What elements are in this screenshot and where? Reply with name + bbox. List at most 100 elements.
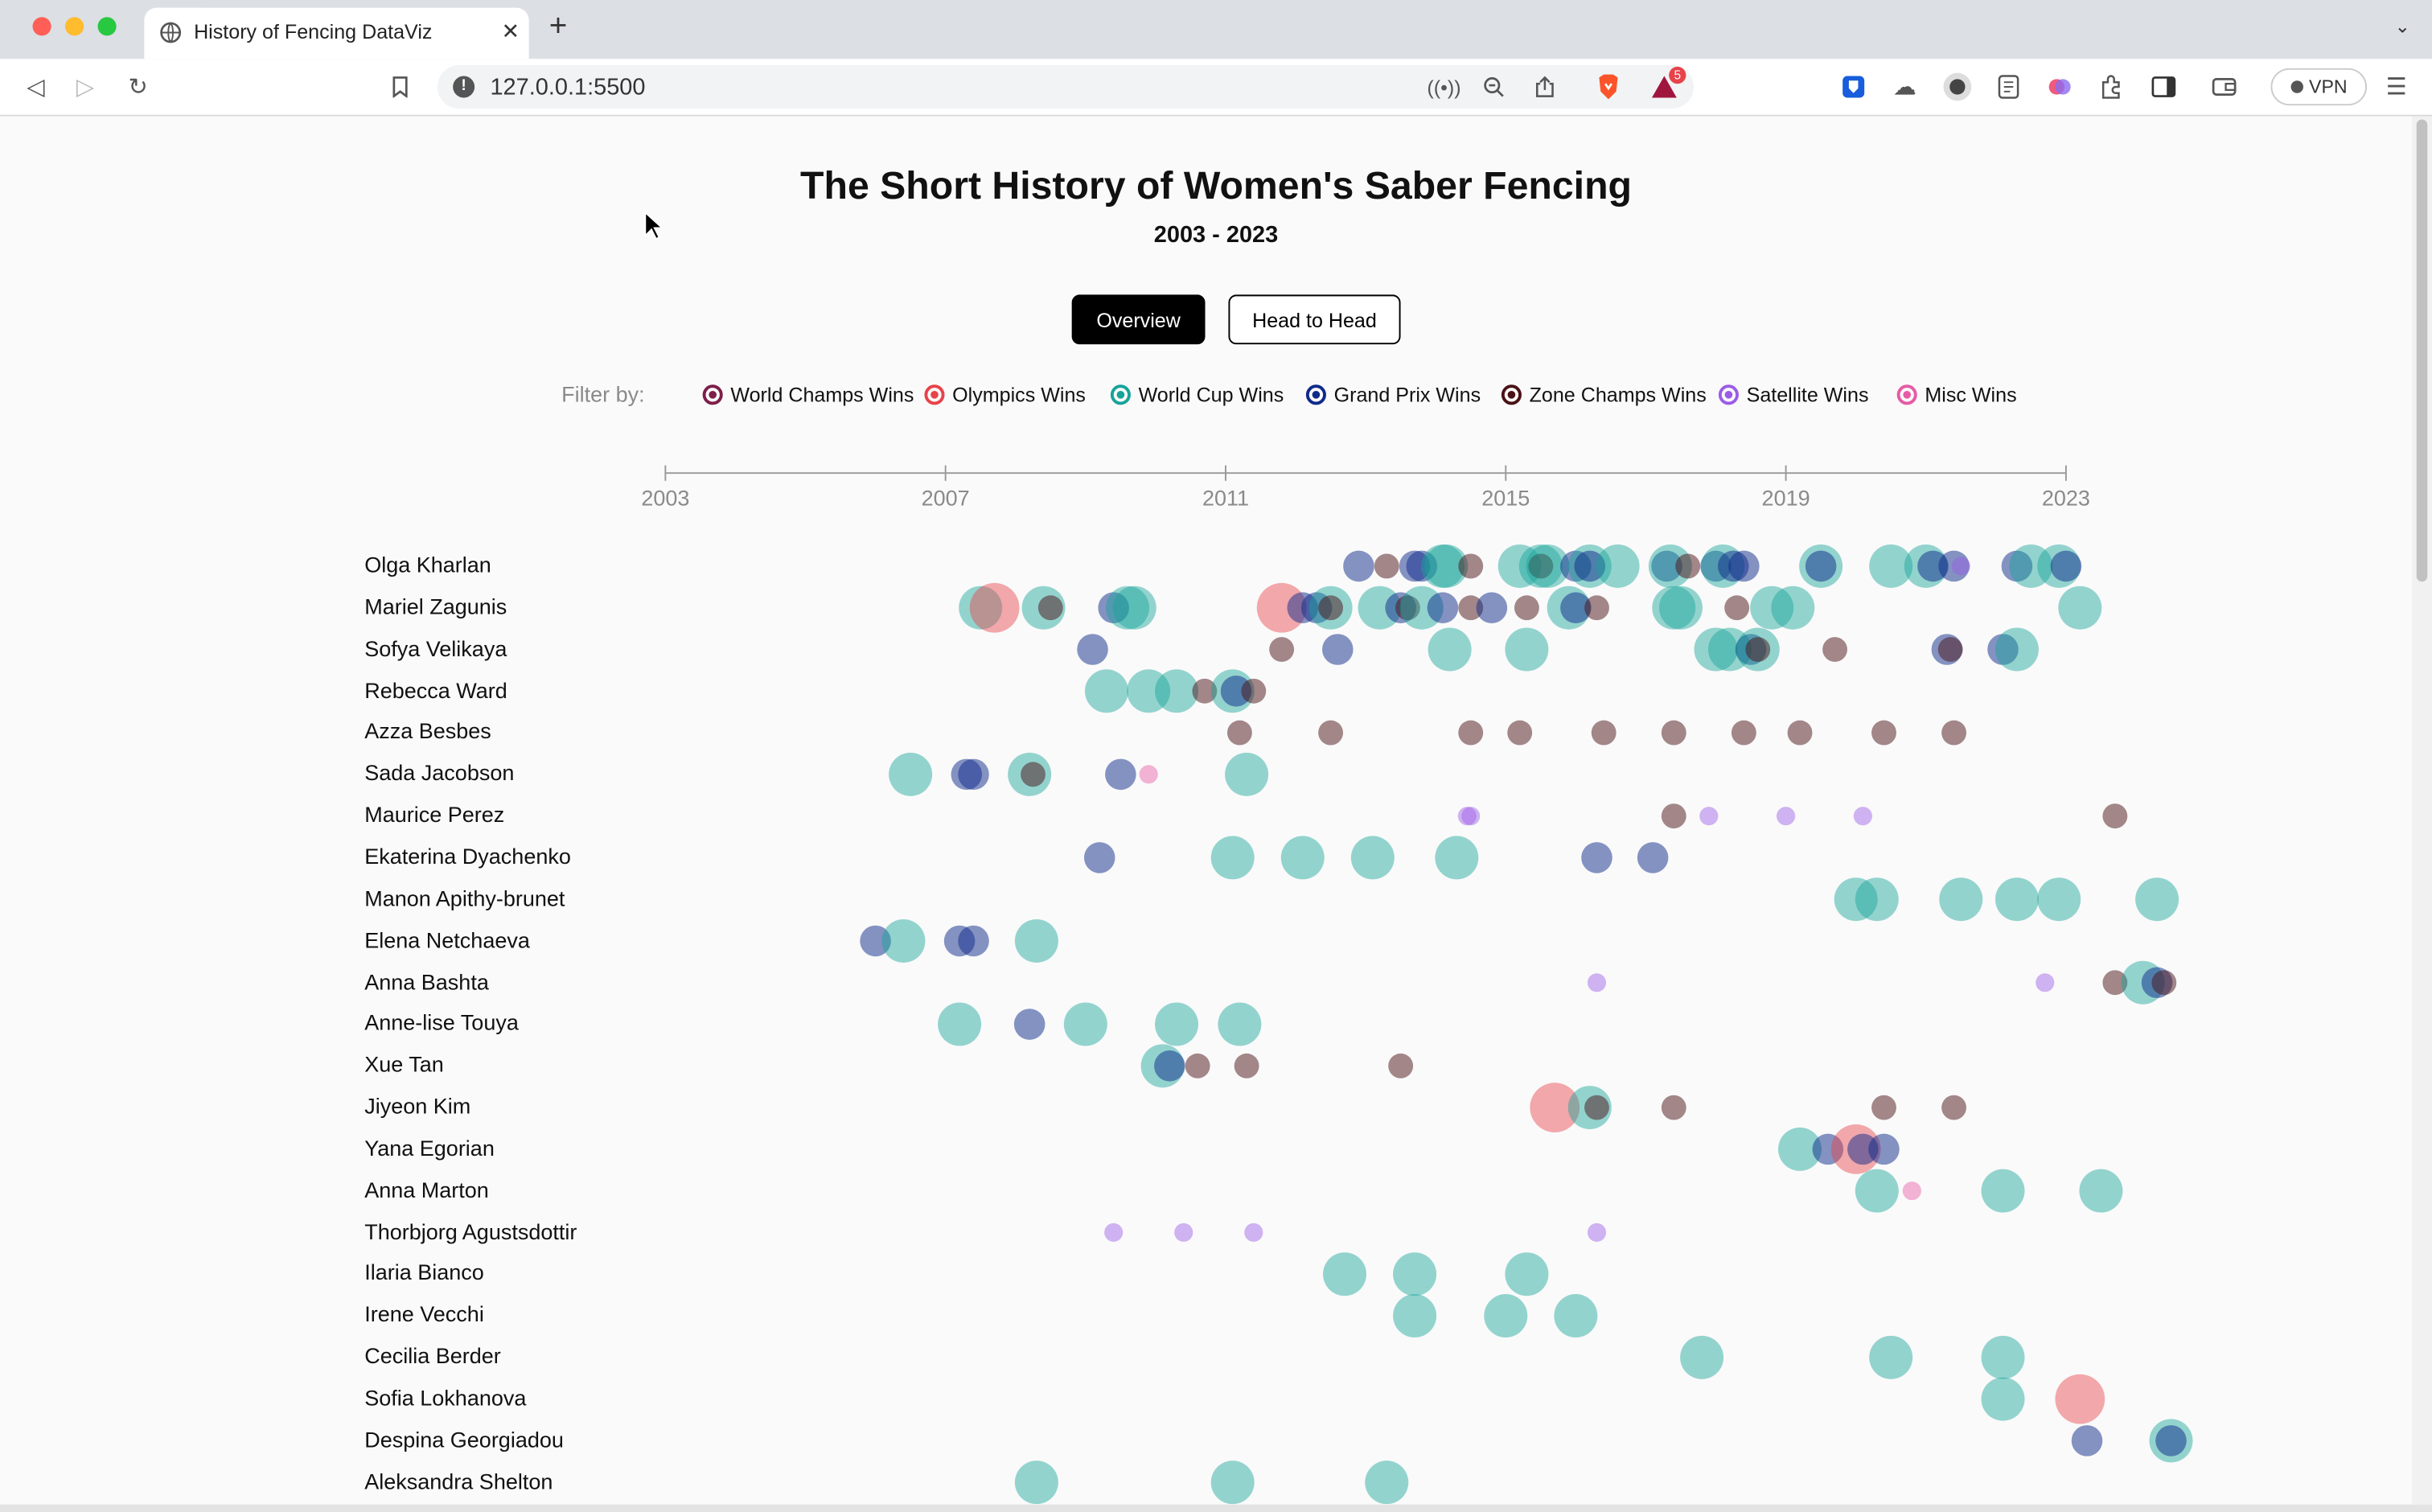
world-cup-win[interactable] bbox=[1994, 627, 2039, 672]
forward-icon[interactable]: ▷ bbox=[76, 74, 95, 101]
zone-champs-win[interactable] bbox=[1458, 595, 1484, 621]
chevron-down-icon[interactable]: ⌄ bbox=[2394, 15, 2411, 38]
zone-champs-win[interactable] bbox=[1745, 637, 1771, 662]
world-cup-win[interactable] bbox=[1648, 544, 1692, 588]
satellite-win[interactable] bbox=[1174, 1222, 1193, 1243]
grand-prix-win[interactable] bbox=[1220, 676, 1252, 707]
zone-champs-win[interactable] bbox=[1787, 720, 1813, 746]
zone-champs-win[interactable] bbox=[1269, 637, 1295, 662]
grand-prix-win[interactable] bbox=[1805, 550, 1837, 582]
zone-champs-win[interactable] bbox=[1388, 1053, 1414, 1079]
satellite-win[interactable] bbox=[1104, 1222, 1124, 1243]
filter-misc[interactable]: Misc Wins bbox=[1896, 383, 2017, 406]
misc-win[interactable] bbox=[1902, 1181, 1921, 1201]
browser-tab[interactable]: History of Fencing DataViz ✕ bbox=[144, 7, 529, 60]
world-cup-win[interactable] bbox=[2058, 585, 2102, 630]
bookmark-icon[interactable] bbox=[383, 70, 417, 104]
world-cup-win[interactable] bbox=[1155, 1002, 1199, 1046]
world-cup-win[interactable] bbox=[1014, 918, 1058, 963]
grand-prix-win[interactable] bbox=[1406, 550, 1438, 582]
zone-champs-win[interactable] bbox=[1234, 1053, 1259, 1079]
grand-prix-win[interactable] bbox=[2155, 1425, 2187, 1457]
zone-champs-win[interactable] bbox=[1731, 720, 1756, 746]
minimize-window-icon[interactable] bbox=[65, 17, 84, 36]
address-bar[interactable]: ! 127.0.0.1:5500 ((•)) 5 bbox=[437, 65, 1695, 109]
world-cup-win[interactable] bbox=[1680, 1335, 1724, 1379]
fencer-name[interactable]: Elena Netchaeva bbox=[364, 927, 530, 952]
zone-champs-win[interactable] bbox=[1822, 637, 1847, 662]
world-cup-win[interactable] bbox=[1497, 544, 1542, 588]
fencer-name[interactable]: Jiyeon Kim bbox=[364, 1093, 471, 1119]
satellite-win[interactable] bbox=[1853, 807, 1872, 826]
sidebar-icon[interactable] bbox=[2146, 70, 2180, 104]
fencer-name[interactable]: Ilaria Bianco bbox=[364, 1259, 484, 1285]
world-cup-win[interactable] bbox=[1280, 836, 1325, 880]
satellite-win[interactable] bbox=[1587, 973, 1607, 992]
grand-prix-win[interactable] bbox=[958, 758, 989, 791]
satellite-win[interactable] bbox=[2036, 973, 2055, 992]
zone-champs-win[interactable] bbox=[1458, 553, 1484, 579]
world-cup-win[interactable] bbox=[1834, 877, 1878, 922]
brave-shields-icon[interactable] bbox=[1592, 70, 1625, 104]
zone-champs-win[interactable] bbox=[1192, 678, 1218, 704]
grand-prix-win[interactable] bbox=[2001, 550, 2033, 582]
satellite-win[interactable] bbox=[1461, 807, 1481, 826]
world-cup-win[interactable] bbox=[889, 752, 933, 796]
world-cup-win[interactable] bbox=[1127, 669, 1171, 713]
fencer-name[interactable]: Cecilia Berder bbox=[364, 1343, 501, 1369]
fencer-name[interactable]: Aleksandra Shelton bbox=[364, 1468, 553, 1494]
zone-champs-win[interactable] bbox=[1871, 720, 1896, 746]
grand-prix-win[interactable] bbox=[1154, 1050, 1185, 1082]
grand-prix-win[interactable] bbox=[860, 925, 891, 957]
vertical-scrollbar[interactable] bbox=[2411, 116, 2432, 1505]
zone-champs-win[interactable] bbox=[1661, 803, 1686, 829]
grand-prix-win[interactable] bbox=[1637, 842, 1669, 873]
world-cup-win[interactable] bbox=[1420, 544, 1465, 588]
fencer-name[interactable]: Yana Egorian bbox=[364, 1135, 495, 1161]
filter-olympics[interactable]: Olympics Wins bbox=[924, 383, 1086, 406]
grand-prix-win[interactable] bbox=[1013, 1009, 1046, 1040]
grand-prix-win[interactable] bbox=[958, 925, 989, 957]
grand-prix-win[interactable] bbox=[1938, 550, 1970, 582]
satellite-win[interactable] bbox=[1777, 807, 1796, 826]
zone-champs-win[interactable] bbox=[1661, 1095, 1686, 1120]
new-tab-icon[interactable]: + bbox=[548, 9, 568, 44]
world-cup-win[interactable] bbox=[1855, 1169, 1899, 1213]
zone-champs-win[interactable] bbox=[1937, 637, 1963, 662]
zone-champs-win[interactable] bbox=[1871, 1095, 1896, 1120]
zone-champs-win[interactable] bbox=[1458, 720, 1484, 746]
world-cup-win[interactable] bbox=[1393, 1294, 1437, 1338]
wallet-icon[interactable] bbox=[2207, 70, 2241, 104]
olympics-win[interactable] bbox=[969, 582, 1020, 633]
bitwarden-icon[interactable] bbox=[1836, 70, 1870, 104]
brave-rewards-icon[interactable] bbox=[1647, 70, 1681, 104]
world-cup-win[interactable] bbox=[1505, 627, 1549, 672]
zone-champs-win[interactable] bbox=[1584, 1095, 1609, 1120]
zoom-icon[interactable] bbox=[1477, 70, 1510, 104]
zone-champs-win[interactable] bbox=[2151, 970, 2177, 996]
world-cup-win[interactable] bbox=[1869, 1335, 1913, 1379]
head-to-head-button[interactable]: Head to Head bbox=[1228, 294, 1401, 345]
world-cup-win[interactable] bbox=[1981, 1169, 2025, 1213]
zone-champs-win[interactable] bbox=[1591, 720, 1617, 746]
grand-prix-win[interactable] bbox=[1098, 592, 1129, 624]
fencer-name[interactable]: Despina Georgiadou bbox=[364, 1427, 564, 1452]
menu-icon[interactable]: ☰ bbox=[2385, 74, 2407, 101]
world-cup-win[interactable] bbox=[1350, 836, 1395, 880]
cast-blocked-icon[interactable]: ((•)) bbox=[1427, 75, 1461, 99]
world-cup-win[interactable] bbox=[1505, 1252, 1549, 1296]
grand-prix-win[interactable] bbox=[1343, 550, 1374, 582]
zone-champs-win[interactable] bbox=[2102, 970, 2128, 996]
zone-champs-win[interactable] bbox=[1514, 595, 1539, 621]
world-cup-win[interactable] bbox=[1323, 1252, 1367, 1296]
world-cup-win[interactable] bbox=[1596, 544, 1640, 588]
grand-prix-win[interactable] bbox=[1083, 842, 1115, 873]
zone-champs-win[interactable] bbox=[1661, 720, 1686, 746]
color-extension-icon[interactable] bbox=[2043, 70, 2077, 104]
world-cup-win[interactable] bbox=[1658, 585, 1703, 630]
zone-champs-win[interactable] bbox=[1226, 720, 1252, 746]
world-cup-win[interactable] bbox=[1981, 1377, 2025, 1421]
misc-win[interactable] bbox=[1139, 765, 1158, 784]
world-cup-win[interactable] bbox=[1994, 877, 2039, 922]
world-cup-win[interactable] bbox=[1225, 752, 1269, 796]
